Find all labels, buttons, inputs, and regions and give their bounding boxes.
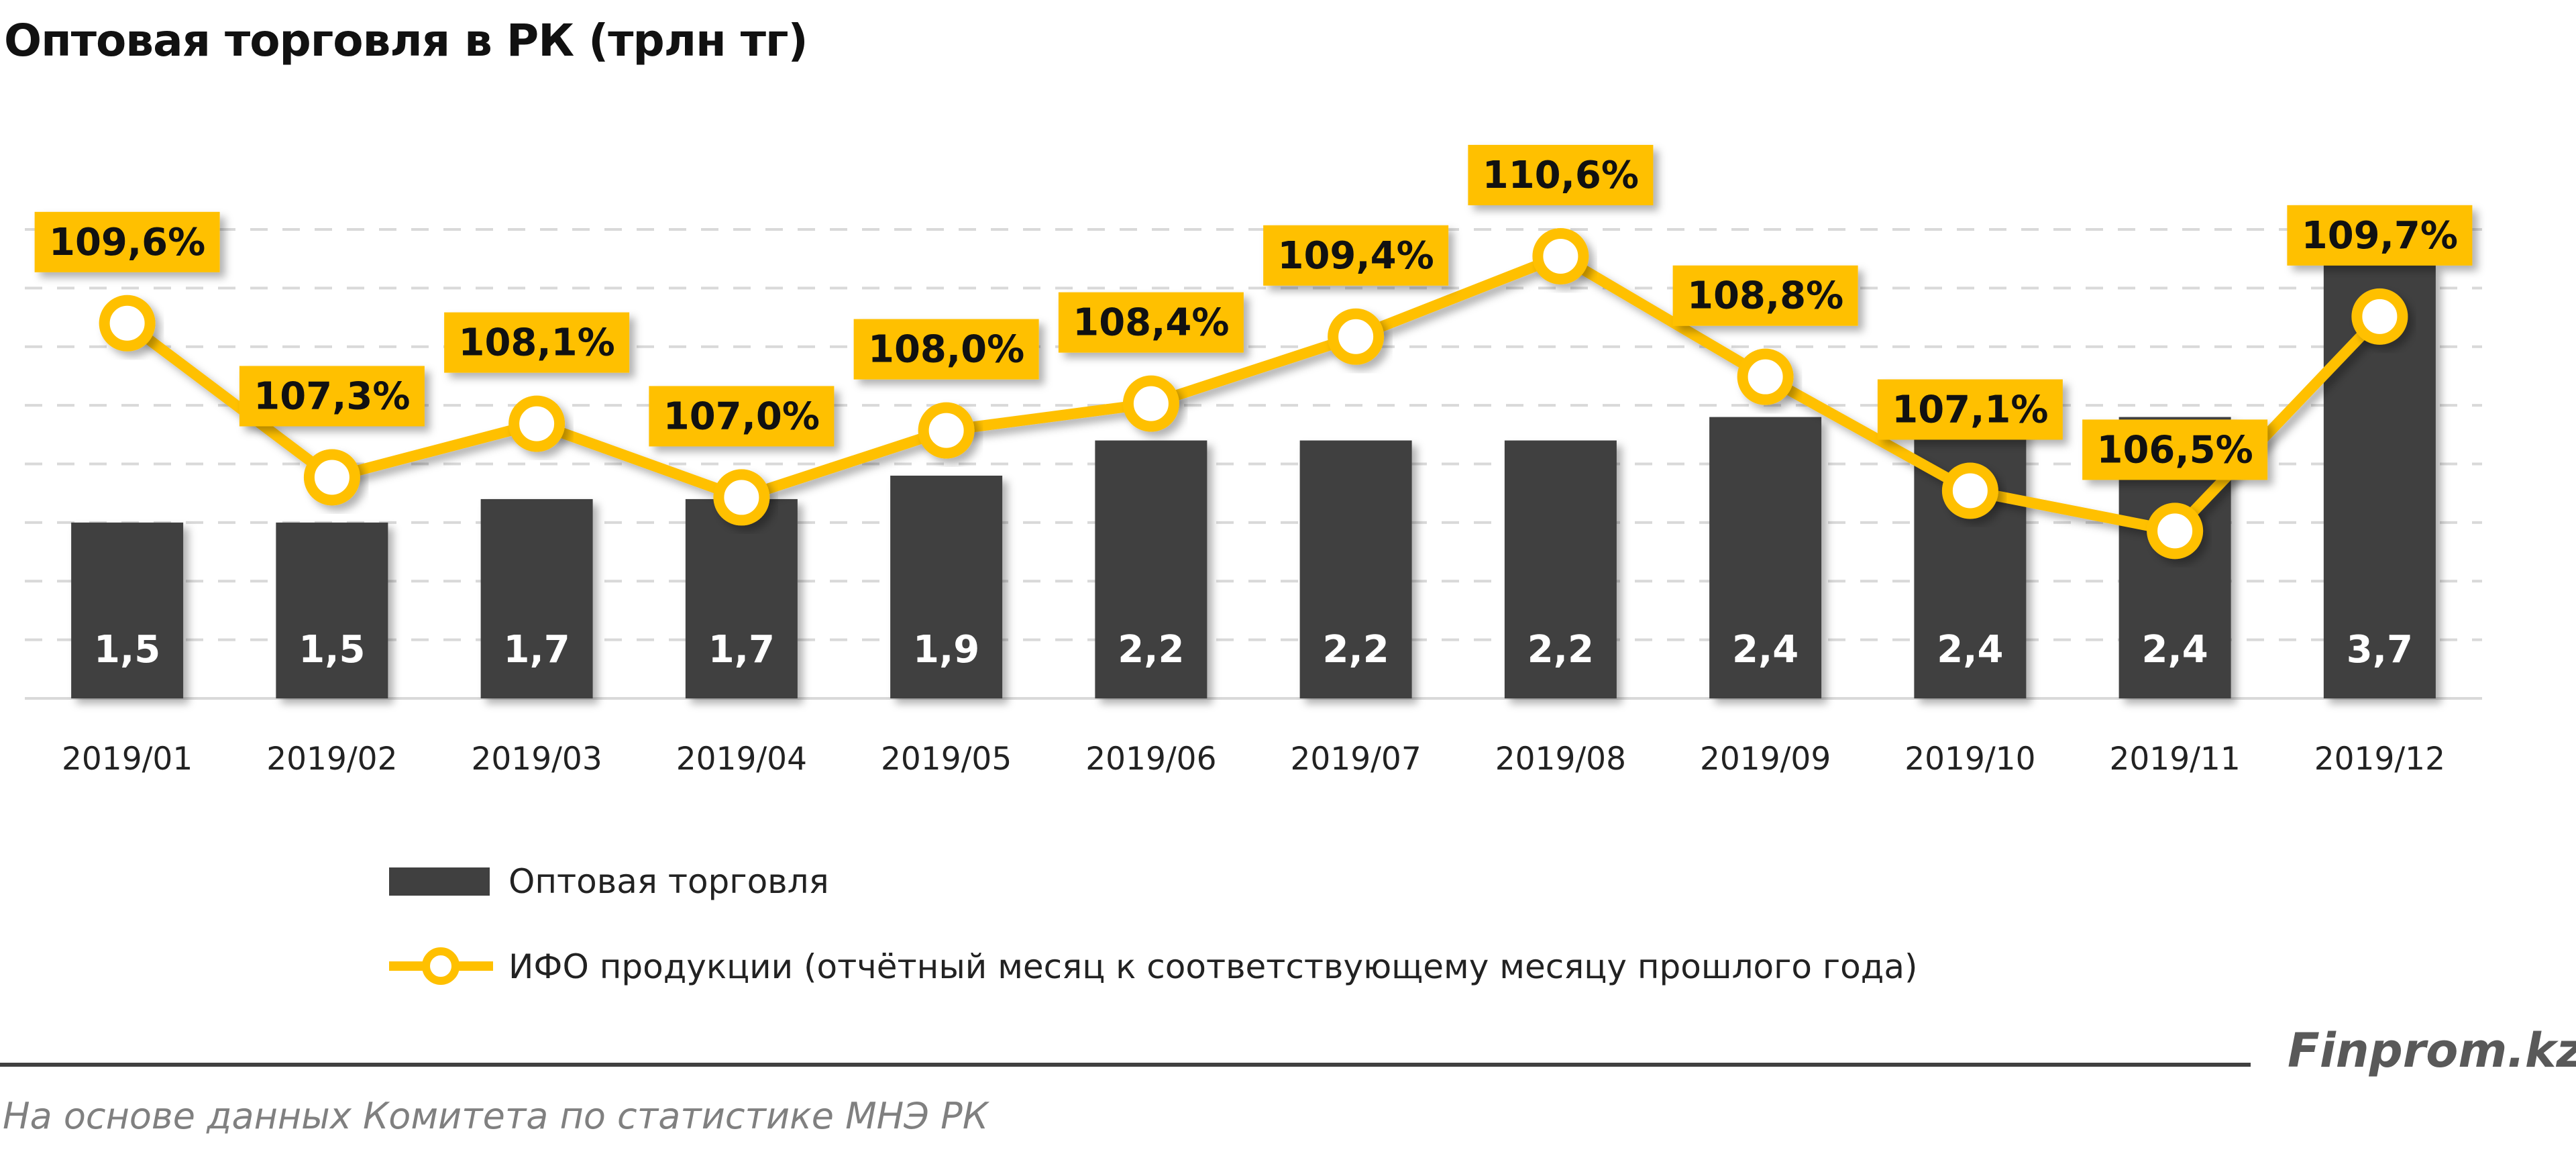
line-value-label-box [2287, 205, 2473, 266]
bar [1299, 440, 1412, 698]
line-value-label-box [853, 319, 1039, 380]
line-value-label-box [1468, 144, 1654, 205]
bar-value-label: 1,9 [913, 628, 979, 672]
line-value-label: 108,4% [1073, 301, 1229, 345]
line-value-label-box [649, 386, 835, 447]
line-value-label: 110,6% [1483, 154, 1639, 197]
line-value-label-box [34, 211, 220, 272]
line-value-label: 108,8% [1687, 274, 1843, 318]
line-marker [1941, 462, 1998, 519]
x-tick-label: 2019/09 [1700, 741, 1831, 778]
source-note: На основе данных Комитета по статистике … [3, 1095, 989, 1137]
x-tick-label: 2019/11 [2109, 741, 2240, 778]
bar-value-label: 2,4 [2142, 628, 2208, 672]
x-tick-label: 2019/06 [1085, 741, 1216, 778]
bar-value-label: 3,7 [2347, 628, 2413, 672]
chart-title: Оптовая торговля в РК (трлн тг) [4, 15, 808, 66]
bar-value-label: 2,4 [1732, 628, 1799, 672]
line-marker [99, 295, 156, 352]
line-marker [2351, 288, 2408, 345]
bar-value-label: 1,7 [504, 628, 570, 672]
line-marker [303, 449, 360, 506]
brand-logo: Finprom.kz [2288, 1023, 2576, 1078]
line-value-label-box [1877, 379, 2063, 440]
line-value-label-box [1672, 265, 1858, 326]
line-marker [918, 402, 975, 459]
line-value-label-box [444, 312, 630, 373]
x-tick-label: 2019/05 [881, 741, 1012, 778]
x-tick-label: 2019/07 [1290, 741, 1421, 778]
bar-value-label: 2,4 [1937, 628, 2003, 672]
bar [276, 522, 388, 698]
x-tick-label: 2019/10 [1904, 741, 2035, 778]
bar [685, 498, 798, 698]
line-value-label-box [2082, 419, 2268, 480]
x-tick-label: 2019/03 [471, 741, 602, 778]
bar-value-label: 1,7 [708, 628, 775, 672]
x-tick-label: 2019/01 [62, 741, 193, 778]
bar [1504, 440, 1617, 698]
line-value-label-box [239, 366, 425, 427]
legend-swatch-bar [389, 867, 490, 896]
bar [890, 475, 1003, 698]
bar [480, 498, 593, 698]
line-value-label: 109,6% [49, 221, 205, 264]
line-marker [713, 469, 770, 526]
x-tick-label: 2019/02 [266, 741, 397, 778]
line-value-label: 109,7% [2302, 214, 2458, 258]
line-marker [1532, 227, 1589, 284]
line-value-label: 106,5% [2097, 428, 2253, 472]
x-tick-label: 2019/08 [1495, 741, 1626, 778]
x-tick-label: 2019/04 [676, 741, 807, 778]
legend-swatch-marker [422, 947, 460, 985]
x-tick-label: 2019/12 [2314, 741, 2445, 778]
bar-value-label: 2,2 [1527, 628, 1594, 672]
line-value-label: 108,0% [868, 328, 1024, 372]
bar-value-label: 1,5 [299, 628, 365, 672]
line-value-label: 107,3% [254, 374, 410, 418]
bar-value-label: 1,5 [94, 628, 160, 672]
line-marker [1737, 348, 1794, 405]
bar [1709, 417, 1822, 698]
line-value-label-box [1058, 292, 1244, 353]
line-value-label: 107,0% [663, 394, 820, 438]
bar [71, 522, 184, 698]
legend-label-line: ИФО продукции (отчётный месяц к соответс… [508, 947, 1917, 986]
line-marker [508, 395, 566, 452]
line-marker [2147, 502, 2204, 560]
line-value-label: 109,4% [1278, 234, 1434, 278]
line-value-label-box [1263, 225, 1449, 286]
line-marker [1328, 308, 1385, 365]
bar-value-label: 2,2 [1118, 628, 1184, 672]
line-marker [1122, 375, 1179, 432]
line-value-label: 107,1% [1892, 388, 2048, 431]
line-value-label: 108,1% [459, 321, 615, 365]
line-series [123, 250, 2384, 537]
bar [1095, 440, 1208, 698]
bar-value-label: 2,2 [1323, 628, 1389, 672]
legend-label-bar: Оптовая торговля [508, 862, 829, 901]
